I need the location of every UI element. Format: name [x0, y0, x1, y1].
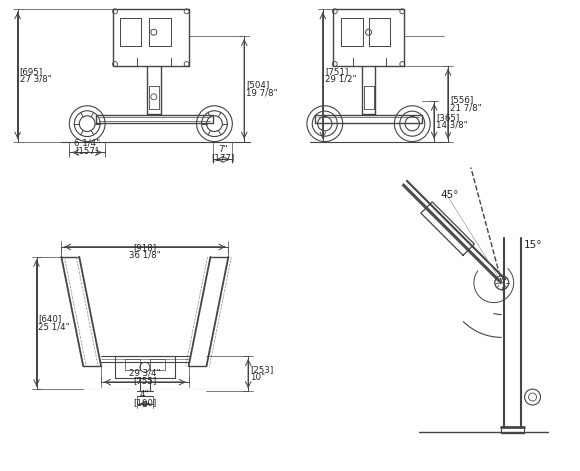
Text: [695]: [695]: [20, 67, 43, 76]
Text: 29 1/2": 29 1/2": [325, 75, 357, 84]
Text: [755]: [755]: [133, 376, 157, 385]
Text: 45°: 45°: [441, 190, 459, 200]
Text: 10": 10": [250, 373, 266, 382]
Text: [177]: [177]: [211, 154, 234, 162]
Text: [157]: [157]: [75, 146, 99, 155]
Text: 36 1/8": 36 1/8": [129, 251, 161, 260]
Text: 15°: 15°: [524, 240, 542, 250]
Text: 21 7/8": 21 7/8": [450, 103, 482, 112]
Text: [100]: [100]: [133, 398, 157, 407]
Text: 27 3/8": 27 3/8": [20, 75, 52, 84]
Text: 7": 7": [218, 146, 228, 154]
Text: [253]: [253]: [250, 365, 274, 374]
Text: 29 3/4": 29 3/4": [129, 368, 161, 377]
Text: 6 1/4": 6 1/4": [74, 138, 100, 147]
Text: 4": 4": [140, 390, 150, 399]
Text: 25 1/4": 25 1/4": [38, 323, 70, 332]
Text: [556]: [556]: [450, 95, 473, 104]
Text: [365]: [365]: [436, 113, 459, 122]
Text: [918]: [918]: [133, 243, 157, 252]
Text: [504]: [504]: [246, 81, 270, 89]
Text: 19 7/8": 19 7/8": [246, 89, 278, 97]
Text: 14 3/8": 14 3/8": [436, 121, 468, 130]
Text: [751]: [751]: [325, 67, 348, 76]
Text: [640]: [640]: [38, 315, 61, 324]
